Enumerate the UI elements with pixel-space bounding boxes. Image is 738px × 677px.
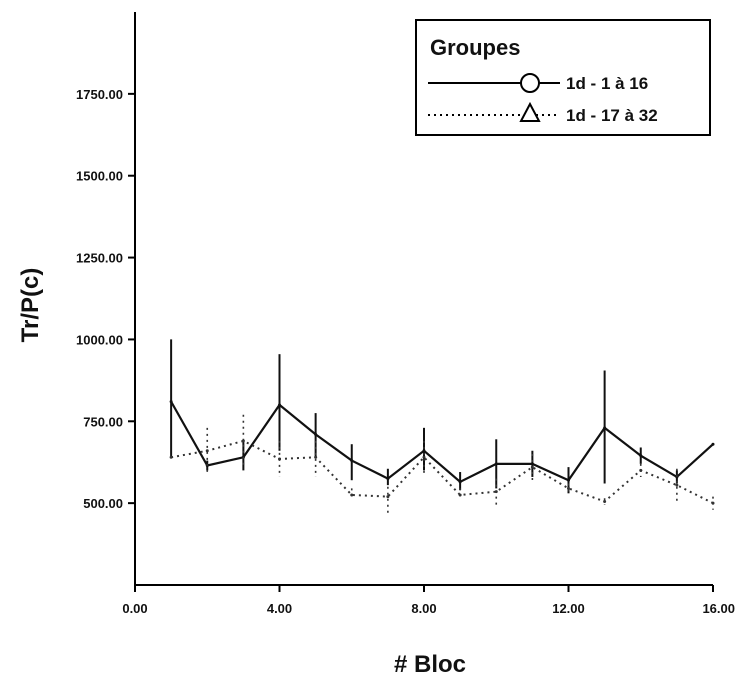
data-point — [422, 455, 426, 459]
data-point — [278, 457, 281, 461]
data-point — [386, 477, 390, 481]
data-point — [278, 403, 281, 407]
data-point — [603, 426, 607, 430]
data-point — [169, 455, 173, 459]
legend-label-series-1: 1d - 1 à 16 — [566, 74, 648, 93]
y-tick-label: 1250.00 — [76, 251, 123, 266]
data-point — [386, 495, 390, 499]
legend-marker-circle-icon — [520, 73, 540, 93]
data-point — [639, 468, 643, 472]
data-point — [494, 462, 498, 466]
data-point — [350, 459, 354, 463]
x-tick-label: 8.00 — [411, 601, 436, 616]
data-point — [169, 400, 173, 404]
x-tick-label: 0.00 — [122, 601, 147, 616]
data-point — [675, 483, 679, 487]
series-line — [170, 439, 714, 505]
y-tick-label: 500.00 — [83, 496, 123, 511]
data-point — [314, 455, 318, 459]
y-tick-label: 750.00 — [83, 414, 123, 429]
legend-label-series-2: 1d - 17 à 32 — [566, 106, 658, 125]
series-2 — [169, 414, 715, 513]
legend: Groupes 1d - 1 à 16 1d - 17 à 32 — [415, 19, 711, 136]
data-point — [711, 442, 715, 446]
y-tick-label: 1000.00 — [76, 332, 123, 347]
data-point — [205, 449, 209, 453]
data-point — [494, 490, 498, 494]
y-tick-label: 1750.00 — [76, 87, 123, 102]
data-point — [530, 462, 534, 466]
data-point — [603, 500, 607, 504]
data-point — [350, 493, 354, 497]
data-point — [639, 454, 643, 458]
data-point — [458, 493, 462, 497]
data-point — [567, 486, 570, 490]
data-point — [241, 439, 245, 443]
data-point — [567, 478, 570, 482]
data-point — [530, 465, 534, 469]
tick-group: 500.00 750.00 1000.00 1250.00 1500.00 1750.00… — [76, 87, 735, 616]
data-point — [711, 501, 715, 505]
series-1 — [169, 339, 715, 494]
x-axis-title: # Bloc — [394, 651, 466, 677]
y-tick-label: 1500.00 — [76, 169, 123, 184]
x-tick-label: 4.00 — [267, 601, 292, 616]
data-point — [458, 480, 462, 484]
legend-title: Groupes — [430, 35, 520, 60]
plot-area — [169, 339, 715, 513]
x-tick-label: 12.00 — [552, 601, 585, 616]
x-tick-label: 16.00 — [702, 601, 735, 616]
data-point — [314, 432, 318, 436]
y-axis-title: Tr/P(c) — [17, 268, 44, 343]
series-line — [170, 401, 714, 484]
legend-marker-triangle-icon — [519, 101, 541, 122]
data-point — [422, 449, 426, 453]
